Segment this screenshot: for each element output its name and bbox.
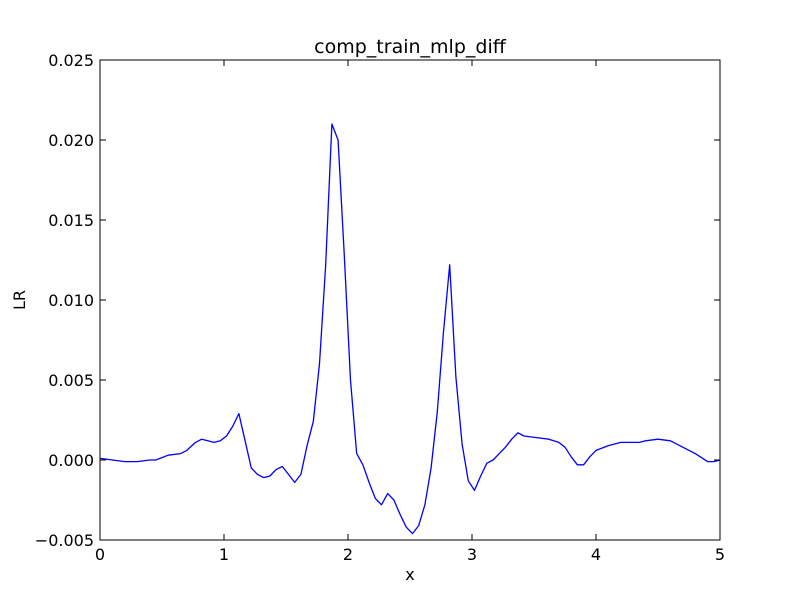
y-axis: −0.005 0.000 0.005 0.010 0.015 0.020 0.025 xyxy=(35,51,720,550)
y-tick-label: 0.015 xyxy=(48,211,94,230)
x-tick-label: 2 xyxy=(343,545,353,564)
x-tick-label: 0 xyxy=(95,545,105,564)
y-tick-label: 0.020 xyxy=(48,131,94,150)
chart-title: comp_train_mlp_diff xyxy=(314,36,507,58)
y-tick-label: 0.010 xyxy=(48,291,94,310)
y-tick-label: 0.025 xyxy=(48,51,94,70)
x-tick-label: 5 xyxy=(715,545,725,564)
plot-area xyxy=(99,59,721,541)
x-tick-label: 3 xyxy=(467,545,477,564)
y-tick-label: 0.005 xyxy=(48,371,94,390)
series-line-0 xyxy=(99,123,721,535)
x-axis-label: x xyxy=(405,565,414,584)
x-tick-label: 4 xyxy=(591,545,601,564)
x-tick-label: 1 xyxy=(219,545,229,564)
y-tick-label: −0.005 xyxy=(35,531,94,550)
y-tick-label: 0.000 xyxy=(48,451,94,470)
x-axis: 0 1 2 3 4 5 xyxy=(95,60,725,564)
y-axis-label: LR xyxy=(10,290,29,310)
plot-frame xyxy=(99,59,721,541)
